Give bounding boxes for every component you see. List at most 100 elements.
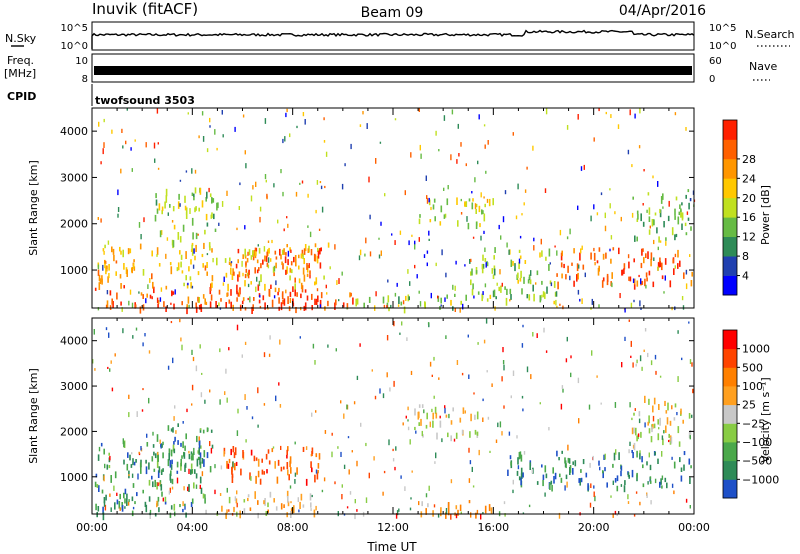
echo-cell — [362, 111, 364, 115]
echo-cell — [632, 278, 635, 283]
echo-cell — [218, 222, 220, 226]
echo-cell — [554, 472, 557, 480]
echo-cell — [206, 452, 209, 459]
echo-cell — [679, 260, 681, 267]
echo-cell — [266, 262, 269, 267]
echo-cell — [393, 380, 395, 387]
echo-cell — [223, 276, 225, 282]
echo-cell — [384, 193, 386, 197]
echo-cell — [386, 305, 388, 308]
echo-cell — [369, 214, 371, 220]
echo-cell — [180, 462, 182, 471]
echo-cell — [191, 244, 193, 252]
echo-cell — [437, 513, 440, 518]
echo-cell — [199, 452, 202, 459]
echo-cell — [97, 454, 100, 461]
echo-cell — [282, 138, 284, 144]
echo-cell — [493, 268, 496, 276]
echo-cell — [658, 261, 660, 268]
echo-cell — [305, 446, 308, 450]
echo-cell — [298, 254, 300, 259]
echo-cell — [589, 462, 591, 468]
echo-cell — [679, 457, 681, 463]
echo-cell — [414, 243, 416, 250]
echo-cell — [417, 411, 420, 420]
echo-cell — [231, 475, 234, 483]
echo-cell — [101, 489, 104, 494]
echo-cell — [230, 267, 232, 275]
echo-cell — [479, 223, 481, 228]
echo-cell — [234, 447, 237, 456]
echo-cell — [504, 190, 507, 195]
echo-cell — [577, 114, 579, 120]
echo-cell — [470, 279, 472, 286]
echo-cell — [677, 330, 679, 334]
echo-cell — [225, 512, 227, 519]
echo-cell — [518, 262, 520, 270]
echo-cell — [194, 169, 197, 174]
colorbar-segment — [723, 479, 737, 499]
echo-cell — [100, 218, 102, 223]
echo-cell — [477, 342, 479, 345]
echo-cell — [247, 494, 250, 498]
echo-cell — [503, 501, 506, 505]
echo-cell — [195, 473, 198, 479]
echo-cell — [252, 253, 255, 261]
echo-cell — [186, 306, 188, 315]
echo-cell — [597, 267, 600, 276]
echo-cell — [102, 148, 104, 155]
echo-cell — [320, 292, 323, 299]
echo-cell — [643, 257, 645, 264]
echo-cell — [172, 206, 175, 212]
echo-cell — [142, 304, 145, 311]
echo-cell — [283, 298, 286, 306]
echo-cell — [657, 433, 660, 441]
echo-cell — [473, 392, 475, 395]
echo-cell — [127, 248, 130, 255]
echo-cell — [624, 336, 626, 341]
echo-cell — [172, 357, 174, 364]
echo-cell — [274, 461, 276, 469]
echo-cell — [197, 456, 200, 461]
echo-cell — [556, 450, 558, 457]
echo-cell — [183, 282, 185, 287]
echo-cell — [541, 250, 543, 257]
echo-cell — [302, 504, 305, 508]
echo-cell — [628, 319, 630, 322]
echo-cell — [170, 428, 173, 432]
echo-cell — [252, 250, 254, 257]
echo-cell — [594, 262, 596, 266]
echo-cell — [540, 238, 542, 245]
echo-cell — [191, 168, 193, 174]
echo-cell — [132, 506, 135, 510]
echo-cell — [96, 484, 99, 488]
echo-cell — [550, 480, 553, 485]
echo-cell — [414, 264, 416, 269]
echo-cell — [446, 294, 448, 299]
echo-cell — [195, 306, 198, 313]
echo-cell — [431, 374, 433, 377]
echo-cell — [169, 262, 172, 266]
echo-cell — [468, 500, 471, 504]
echo-cell — [418, 108, 420, 112]
echo-cell — [203, 459, 205, 467]
echo-cell — [315, 505, 317, 511]
echo-cell — [284, 136, 286, 142]
echo-cell — [200, 392, 203, 398]
echo-cell — [268, 353, 271, 357]
echo-cell — [119, 246, 121, 252]
echo-cell — [665, 241, 667, 246]
echo-cell — [642, 248, 644, 252]
echo-cell — [526, 166, 528, 170]
echo-cell — [145, 142, 147, 148]
echo-cell — [484, 247, 486, 252]
colorbar-segment — [723, 236, 737, 257]
echo-cell — [573, 248, 575, 254]
echo-cell — [670, 436, 673, 444]
echo-cell — [426, 198, 429, 204]
echo-cell — [665, 237, 667, 241]
echo-cell — [478, 114, 480, 120]
echo-cell — [653, 239, 655, 245]
echo-cell — [685, 194, 687, 199]
